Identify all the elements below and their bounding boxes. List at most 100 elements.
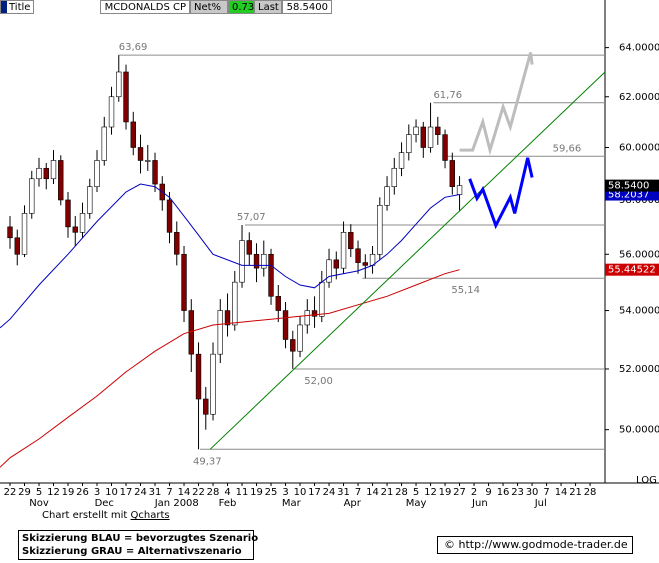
y-tick-label: 54.0000 (619, 306, 659, 317)
month-label: Jul (534, 498, 547, 509)
candle-body (362, 262, 368, 266)
candle-body (355, 248, 361, 263)
candle-body (123, 71, 129, 123)
candle-body (282, 310, 289, 340)
candle-body (333, 259, 339, 269)
symbol: MCDONALDS CP (100, 0, 190, 14)
url-box: © http://www.godmode-trader.de (437, 536, 633, 554)
x-tick-label: 19 (62, 487, 75, 498)
x-tick-label: 28 (395, 487, 408, 498)
candle-body (290, 339, 296, 352)
month-label: Apr (344, 498, 362, 509)
y-tick-label: 52.0000 (619, 364, 659, 375)
candle-body (319, 281, 325, 317)
month-label: Mar (282, 498, 302, 509)
x-tick-label: 7 (355, 487, 361, 498)
candle-body (384, 186, 390, 206)
level-label: 52,00 (304, 376, 333, 387)
x-tick-label: 17 (308, 487, 321, 498)
x-tick-label: 19 (250, 487, 263, 498)
candle-body (406, 134, 412, 153)
candle-body (203, 398, 209, 415)
candle-body (65, 199, 71, 228)
candle-body (246, 240, 252, 255)
candle-body (427, 126, 434, 148)
candle-body (174, 232, 180, 255)
scenario-box: Skizzierung BLAU = bevorzugtes Szenario … (18, 530, 258, 560)
candle-body (166, 199, 173, 233)
candle-body (435, 126, 441, 135)
credit: Chart erstellt mit Qcharts (42, 510, 170, 521)
level-label: 57,07 (237, 212, 266, 223)
x-tick-label: 27 (453, 487, 466, 498)
candle-body (130, 121, 136, 148)
series-line (0, 183, 460, 329)
x-tick-label: 7 (166, 487, 172, 498)
candle-body (43, 167, 49, 180)
series-line (0, 269, 460, 468)
candle-body (391, 167, 397, 187)
month-label: Nov (29, 498, 49, 509)
x-tick-label: 31 (337, 487, 350, 498)
value-flag-label: 58.2037 (608, 190, 649, 201)
month-label: Dec (95, 498, 114, 509)
y-tick-label: 60.0000 (619, 143, 659, 154)
candle-body (297, 324, 303, 352)
x-tick-label: 12 (424, 487, 437, 498)
value-flag-label: 55.44522 (608, 265, 656, 276)
x-tick-label: 14 (555, 487, 568, 498)
candle-body (398, 152, 405, 169)
candle-body (311, 310, 318, 317)
candle-body (253, 253, 260, 269)
x-tick-label: 11 (236, 487, 249, 498)
candle-body (210, 353, 216, 415)
candle-body (268, 253, 274, 297)
axis-scale-label: LOG (636, 475, 657, 486)
candle-body (326, 259, 332, 283)
level-label: 59,66 (553, 143, 582, 154)
x-tick-label: 14 (178, 487, 191, 498)
candle-body (14, 237, 20, 255)
x-tick-label: 28 (584, 487, 597, 498)
y-tick-label: 62.0000 (619, 92, 659, 103)
x-tick-label: 25 (265, 487, 278, 498)
value-flag (605, 179, 659, 192)
x-tick-label: 2 (471, 487, 477, 498)
x-tick-label: 14 (366, 487, 379, 498)
x-tick-label: 3 (94, 487, 100, 498)
x-tick-label: 3 (282, 487, 288, 498)
scenario-note: Skizzierung GRAU = Alternativszenario (22, 546, 242, 557)
candle-body (340, 232, 347, 269)
y-tick-label: 56.0000 (619, 249, 659, 260)
x-tick-label: 5 (36, 487, 42, 498)
x-tick-label: 22 (4, 487, 17, 498)
x-tick-label: 7 (543, 487, 549, 498)
x-tick-label: 4 (224, 487, 230, 498)
month-label: Jan 2008 (154, 498, 199, 509)
candle-body (87, 186, 93, 214)
candle-body (420, 126, 426, 148)
x-tick-label: 5 (413, 487, 419, 498)
x-tick-label: 19 (439, 487, 452, 498)
x-tick-label: 31 (149, 487, 162, 498)
x-tick-label: 24 (134, 487, 147, 498)
candle-body (7, 226, 13, 239)
value-flag-label: 58.5400 (608, 181, 649, 192)
candle-body (456, 185, 463, 195)
series-line (459, 52, 534, 156)
x-tick-label: 22 (192, 487, 205, 498)
candle-body (304, 310, 310, 326)
title-icon (1, 1, 7, 13)
level-label: 55,14 (451, 285, 480, 296)
level-label: 49,37 (193, 456, 222, 467)
candle-body (145, 160, 151, 162)
candle-body (79, 213, 86, 233)
x-tick-label: 17 (120, 487, 133, 498)
credit-link[interactable]: Qcharts (130, 510, 170, 521)
candle-body (21, 213, 28, 255)
series-line (468, 157, 534, 230)
net-value: 0.73 (228, 0, 254, 14)
candle-body (181, 253, 187, 311)
